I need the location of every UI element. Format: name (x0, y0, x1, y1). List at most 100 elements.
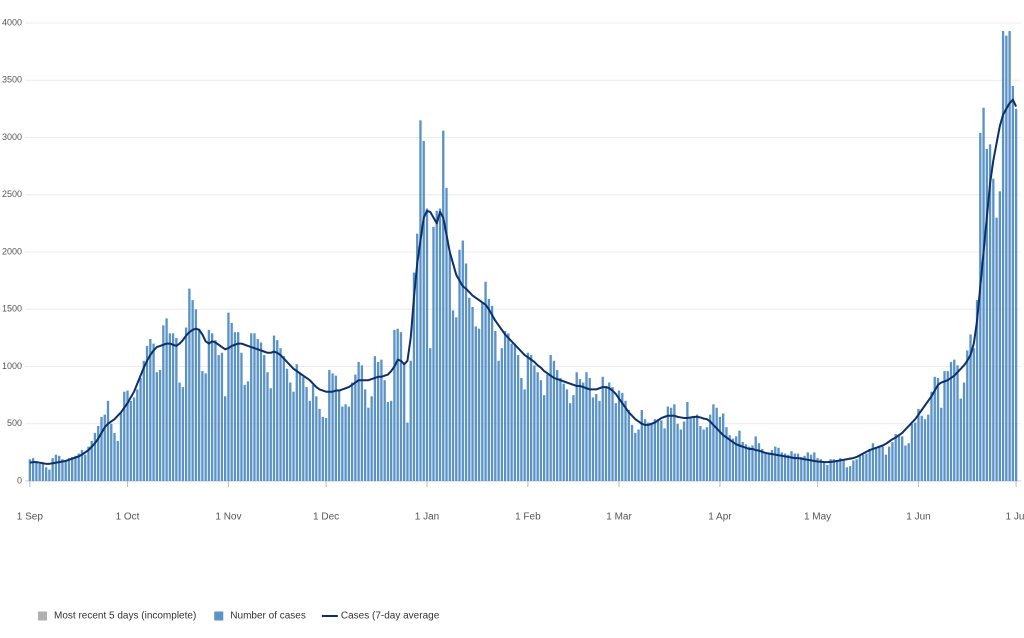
bar (58, 455, 61, 481)
bar (145, 345, 149, 481)
bar (735, 436, 738, 481)
bar (673, 404, 676, 481)
legend-label: Cases (7-day average (341, 611, 440, 622)
bar (699, 426, 702, 481)
bar (419, 120, 422, 481)
x-tick-label: 1 Mar (606, 512, 632, 523)
bar (367, 407, 370, 481)
bar (266, 372, 269, 481)
bar (559, 377, 562, 481)
bar (168, 333, 172, 481)
bar (923, 419, 927, 481)
bar (435, 210, 438, 481)
bar (370, 396, 373, 481)
bar (416, 233, 419, 481)
bar (757, 443, 761, 481)
bar (256, 339, 259, 481)
bar (318, 408, 321, 481)
bar (663, 428, 666, 481)
bar (982, 107, 985, 481)
bar (832, 459, 836, 481)
bar (162, 325, 165, 481)
bar (149, 339, 152, 481)
y-tick-label: 2000 (2, 246, 22, 256)
x-tick-label: 1 Apr (708, 512, 732, 523)
bar (376, 361, 380, 481)
bar (546, 374, 549, 481)
bar (627, 410, 630, 481)
bar (897, 435, 901, 481)
bar (611, 387, 614, 481)
y-tick-label: 2500 (2, 189, 22, 199)
bar (240, 352, 243, 481)
bar (617, 390, 621, 481)
bar (328, 369, 331, 481)
bar (285, 368, 289, 481)
bar (549, 355, 552, 481)
bar (930, 391, 933, 481)
bar (210, 333, 214, 481)
bar (845, 467, 849, 481)
bar (803, 455, 806, 481)
bar (624, 400, 627, 481)
bar (949, 361, 953, 481)
bar (972, 348, 975, 481)
bar (191, 300, 194, 481)
bar (705, 427, 709, 481)
bar (679, 429, 683, 481)
bar (103, 414, 106, 481)
bar (962, 382, 966, 481)
bar (158, 369, 162, 481)
bar (279, 348, 282, 481)
bar (669, 407, 673, 481)
bar (569, 403, 572, 481)
x-tick-label: 1 Jun (906, 512, 930, 523)
bar (533, 365, 536, 481)
bar (481, 302, 484, 481)
bar (601, 376, 604, 481)
bar (839, 458, 842, 481)
bar (396, 328, 399, 481)
y-tick-label: 0 (17, 475, 22, 485)
bar (767, 453, 770, 481)
bar (464, 263, 468, 481)
bar (764, 452, 767, 481)
bar (474, 326, 477, 481)
bar (871, 443, 875, 481)
bar (217, 355, 220, 481)
bar (44, 467, 48, 481)
bar (793, 453, 796, 481)
bar (933, 376, 936, 481)
bar (552, 360, 556, 481)
bar (250, 333, 253, 481)
bar (995, 217, 998, 481)
bar (354, 374, 357, 481)
bar (748, 446, 751, 481)
bar (562, 383, 565, 481)
y-tick-label: 4000 (2, 17, 22, 27)
bar (513, 343, 517, 481)
bar (471, 306, 474, 481)
bar (940, 407, 943, 481)
bar (399, 332, 403, 481)
bar (891, 442, 894, 481)
bar (975, 300, 979, 481)
bar (878, 445, 881, 481)
bar (455, 317, 458, 481)
bar (770, 450, 774, 481)
bar (572, 395, 575, 481)
bar (988, 144, 992, 481)
bar (1011, 85, 1015, 481)
bar (1014, 108, 1018, 481)
bar (448, 253, 451, 481)
bar (311, 384, 315, 481)
bar (604, 385, 608, 481)
bar (126, 390, 129, 481)
bar (777, 447, 780, 481)
bar (914, 422, 917, 481)
bar (136, 389, 139, 481)
bar (253, 333, 256, 481)
bar (503, 331, 507, 481)
bar (422, 140, 425, 481)
bar (689, 416, 692, 481)
